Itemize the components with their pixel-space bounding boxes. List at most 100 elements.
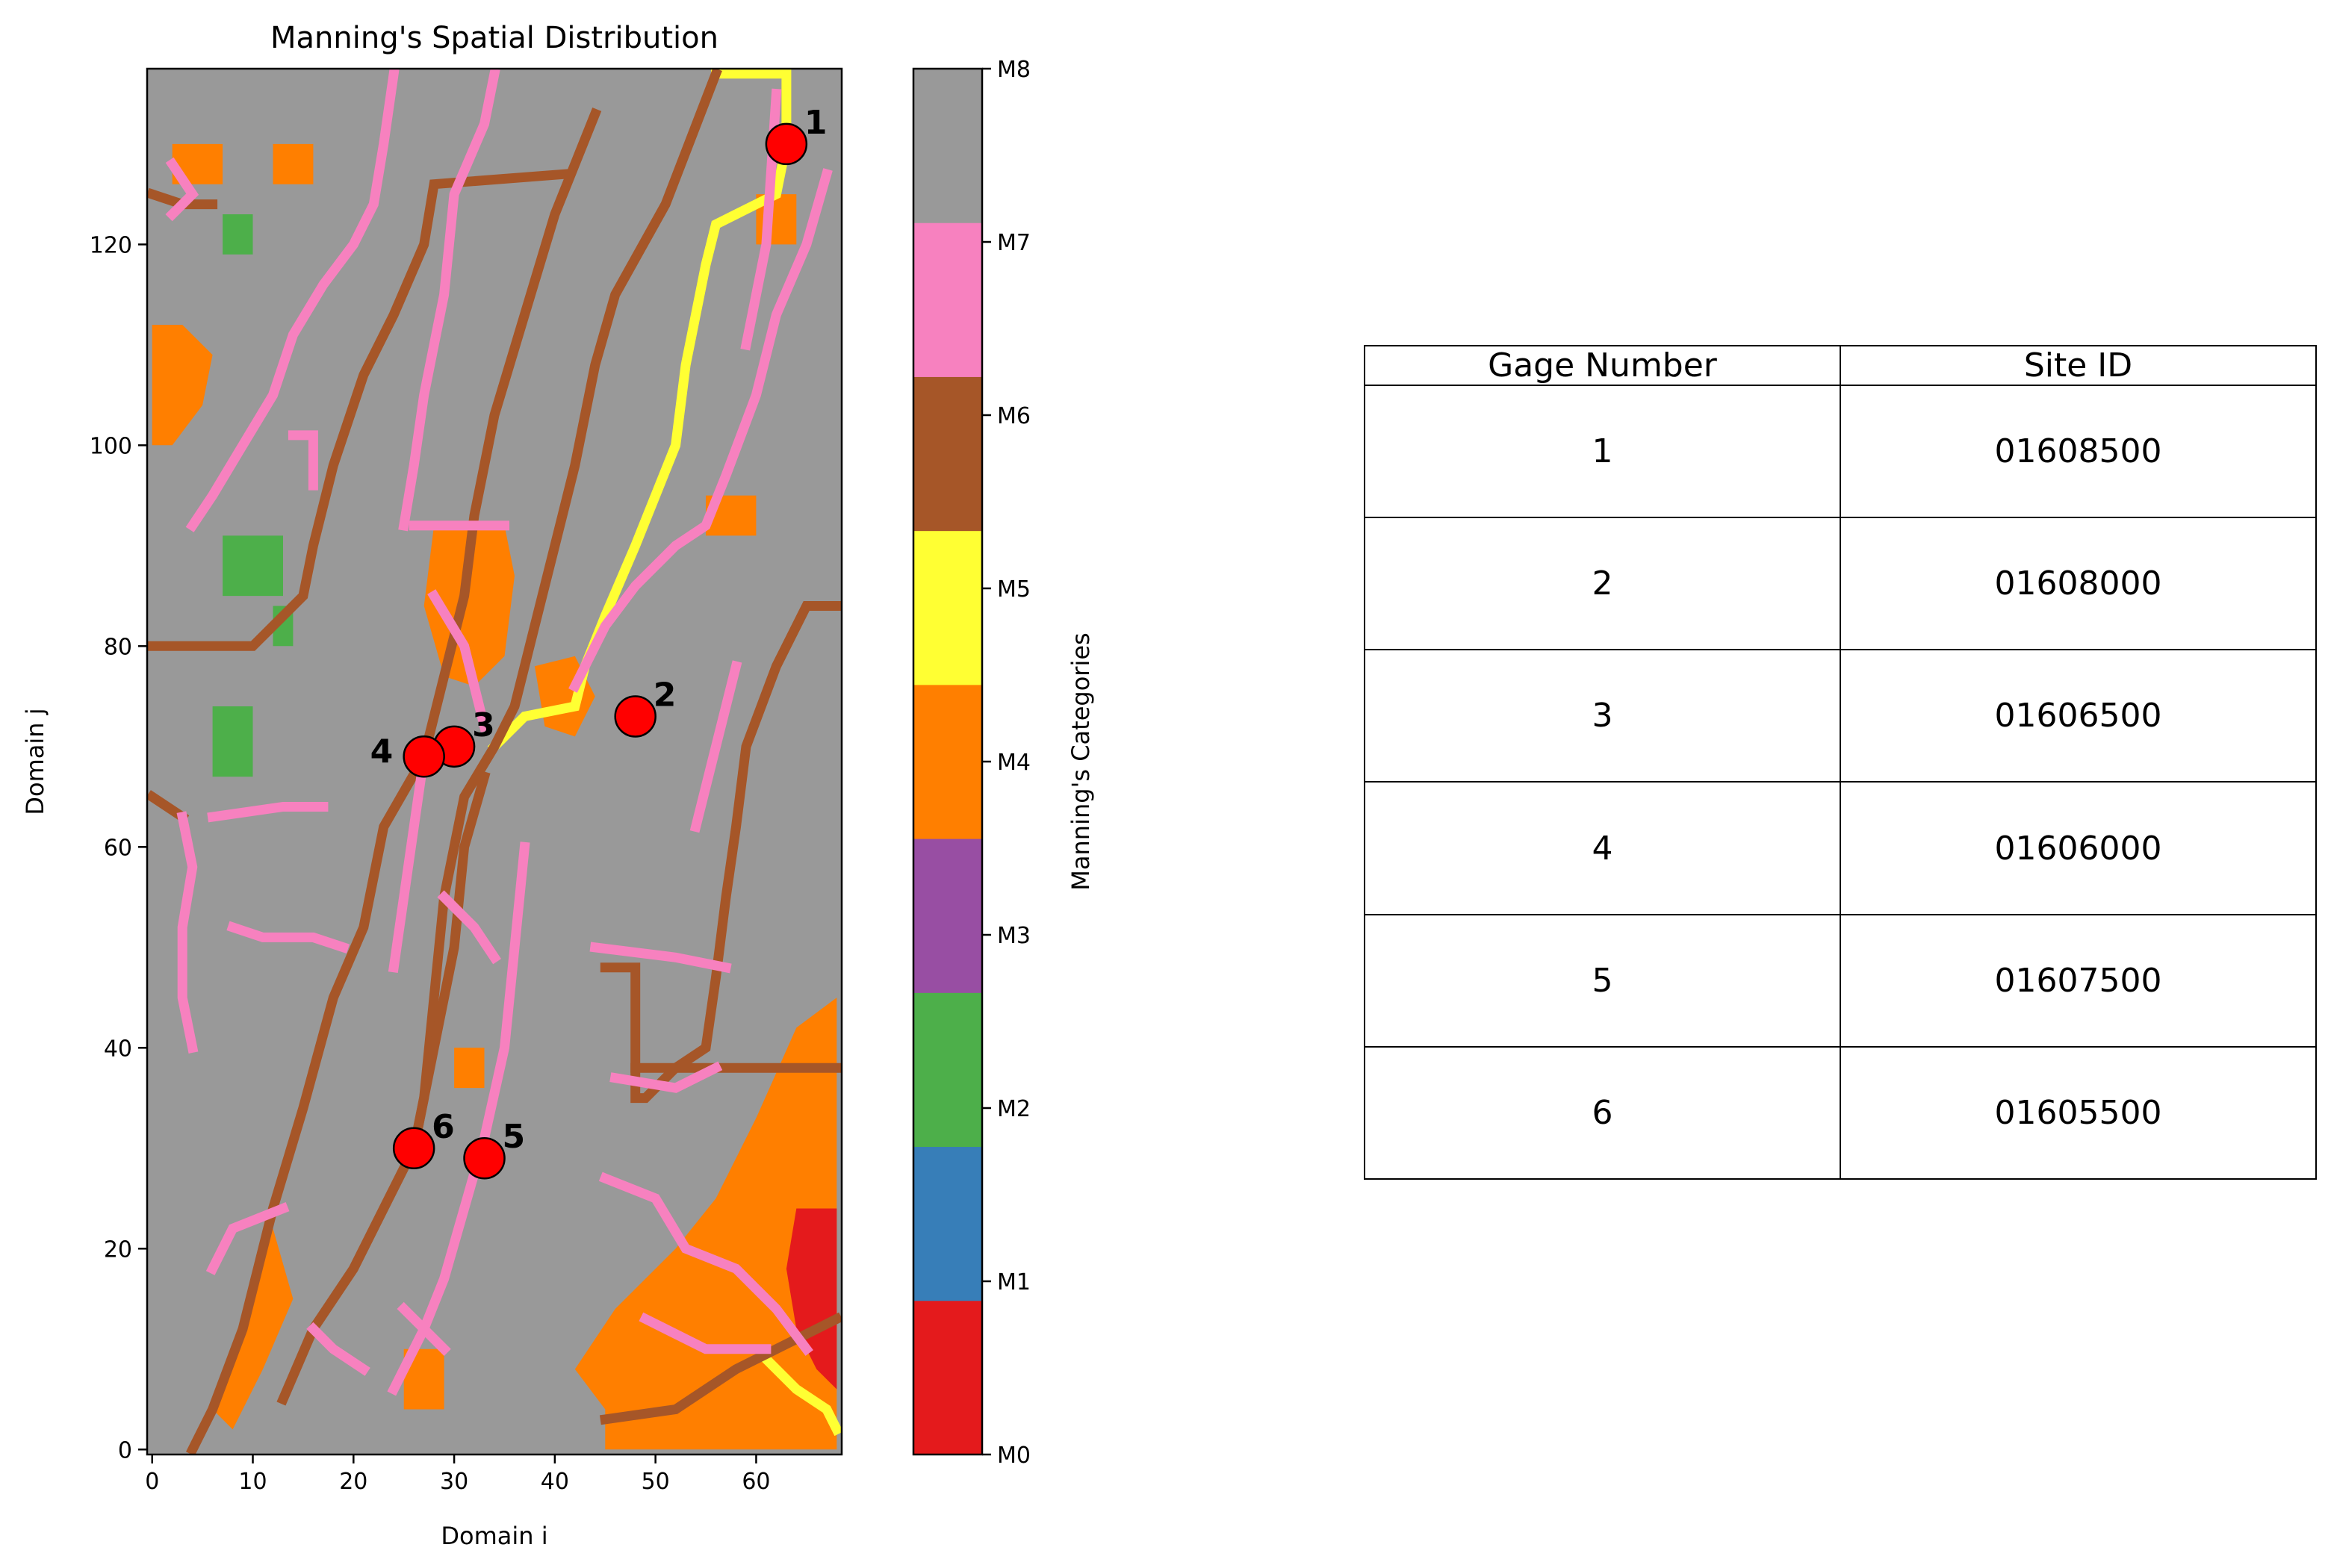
- site-id-cell: 01606000: [1840, 781, 2317, 915]
- y-tick-label: 20: [104, 1236, 132, 1263]
- table-row: 3 01606500: [1364, 649, 2317, 783]
- gage-number-cell: 1: [1364, 384, 1841, 519]
- table-row: 1 01608500: [1364, 384, 2317, 519]
- colorbar-tick-label: M1: [997, 1269, 1031, 1295]
- y-tick-label: 120: [90, 232, 132, 258]
- land-patch-m2: [212, 706, 253, 777]
- channel-m7: [568, 168, 833, 693]
- colorbar-tick-label: M6: [997, 403, 1031, 429]
- gage-marker: [614, 695, 657, 738]
- x-tick-label: 50: [642, 1469, 670, 1495]
- land-patch-m4: [574, 998, 837, 1450]
- column-header-site-id: Site ID: [1840, 345, 2317, 386]
- table-row: 6 01605500: [1364, 1045, 2317, 1180]
- colorbar-label: Manning's Categories: [1067, 632, 1095, 890]
- gage-number-cell: 2: [1364, 517, 1841, 651]
- land-patch-m2: [223, 535, 283, 597]
- colorbar-swatch: [913, 992, 982, 1148]
- land-patch-m4: [454, 1048, 485, 1089]
- gage-marker: [403, 735, 445, 778]
- colorbar: M0 M1 M2 M3 M4 M5 M6 M7 M8 Manning's Categories: [912, 57, 1095, 1469]
- gage-table: Gage Number Site ID 1 01608500 2 0160800…: [1364, 345, 2317, 1180]
- gage-number-cell: 5: [1364, 913, 1841, 1048]
- channel-m7: [306, 1322, 370, 1376]
- table-row: 4 01606000: [1364, 781, 2317, 915]
- column-header-gage-number: Gage Number: [1364, 345, 1841, 386]
- x-axis-label: Domain i: [441, 1522, 547, 1550]
- land-patch-m4: [212, 1228, 294, 1430]
- land-patch-m4: [273, 143, 314, 184]
- chart-title: Manning's Spatial Distribution: [270, 21, 718, 55]
- site-id-cell: 01607500: [1840, 913, 2317, 1048]
- channel-m7: [598, 1172, 813, 1356]
- y-tick-label: 40: [104, 1036, 132, 1062]
- map-frame: [146, 67, 843, 1456]
- gage-marker: [392, 1127, 435, 1170]
- colorbar-tick-label: M3: [997, 923, 1031, 949]
- x-tick-label: 10: [238, 1469, 267, 1495]
- x-tick-label: 60: [742, 1469, 770, 1495]
- channel-m7: [437, 890, 502, 965]
- table-row: 2 01608000: [1364, 517, 2317, 651]
- colorbar-swatch: [913, 1146, 982, 1301]
- channel-m7: [185, 69, 400, 532]
- manning-map: 1 2 3 4 5 6 0 10 20 30 40 50 60 0 20 40 60 80 100 120 Man…: [21, 21, 843, 1550]
- channel-m5: [759, 1352, 842, 1437]
- channel-m6: [408, 69, 722, 1154]
- land-patch-m4: [403, 1348, 444, 1410]
- colorbar-swatch: [913, 1300, 982, 1455]
- channel-m6: [418, 108, 602, 763]
- gage-marker: [463, 1136, 506, 1180]
- x-tick-label: 30: [440, 1469, 468, 1495]
- colorbar-tick-label: M5: [997, 576, 1031, 603]
- x-tick-label: 20: [339, 1469, 367, 1495]
- y-tick-label: 60: [104, 835, 132, 861]
- channel-m7: [207, 802, 329, 823]
- site-id-cell: 01606500: [1840, 649, 2317, 783]
- land-patch-m4: [172, 143, 223, 184]
- channel-m7: [427, 589, 491, 732]
- y-axis-label: Domain j: [21, 708, 49, 815]
- channel-m7: [639, 1312, 772, 1354]
- channel-m7: [165, 157, 199, 222]
- colorbar-tick-label: M2: [997, 1096, 1031, 1122]
- channel-m6: [599, 1312, 842, 1425]
- channel-m7: [689, 660, 742, 833]
- channel-m7: [397, 1301, 451, 1356]
- channel-m7: [398, 69, 500, 532]
- channel-m7: [288, 430, 318, 491]
- gage-table-container: Gage Number Site ID 1 01608500 2 0160800…: [1364, 345, 2317, 1180]
- gage-label: 6: [432, 1108, 455, 1146]
- table-row: 5 01607500: [1364, 913, 2317, 1048]
- x-tick-label: 0: [145, 1469, 159, 1495]
- gage-label: 5: [503, 1118, 526, 1156]
- channel-m7: [205, 1202, 290, 1275]
- channel-m6: [185, 750, 431, 1455]
- gage-label: 3: [472, 706, 495, 744]
- table-header-row: Gage Number Site ID: [1364, 345, 2317, 386]
- land-patch-m4: [152, 325, 213, 446]
- gage-number-cell: 3: [1364, 649, 1841, 783]
- channel-m6: [147, 169, 571, 651]
- gage-label: 4: [370, 732, 394, 771]
- y-tick-label: 0: [118, 1437, 132, 1463]
- colorbar-tick-label: M7: [997, 230, 1031, 256]
- colorbar-swatch: [913, 223, 982, 377]
- colorbar-swatch: [913, 69, 982, 223]
- y-tick-label: 80: [104, 634, 132, 660]
- channel-m7: [226, 921, 350, 954]
- site-id-cell: 01608000: [1840, 517, 2317, 651]
- channel-m7: [176, 811, 199, 1054]
- channel-m7: [388, 750, 430, 974]
- colorbar-swatch: [913, 530, 982, 685]
- colorbar-swatch: [913, 376, 982, 532]
- channel-m6: [600, 601, 842, 1104]
- colorbar-tick-label: M4: [997, 750, 1031, 776]
- colorbar-swatch: [913, 839, 982, 993]
- gage-marker: [765, 122, 808, 166]
- gage-label: 1: [804, 104, 828, 142]
- x-tick-label: 40: [541, 1469, 569, 1495]
- site-id-cell: 01605500: [1840, 1045, 2317, 1180]
- channel-m7: [589, 942, 732, 974]
- colorbar-tick-label: M0: [997, 1443, 1031, 1469]
